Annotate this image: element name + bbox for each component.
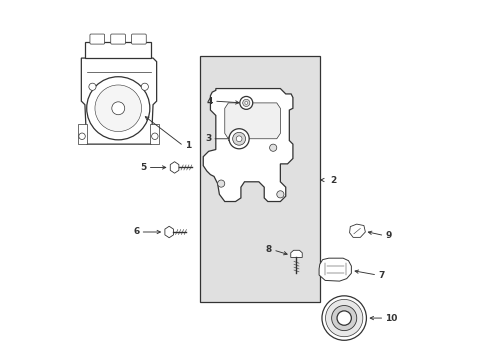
Text: 8: 8 [265, 246, 271, 255]
Polygon shape [203, 89, 292, 202]
Circle shape [321, 296, 366, 340]
Circle shape [331, 306, 356, 330]
Text: 7: 7 [378, 270, 384, 279]
Circle shape [228, 129, 249, 149]
FancyBboxPatch shape [110, 34, 125, 44]
FancyBboxPatch shape [90, 34, 104, 44]
Circle shape [217, 180, 224, 187]
Text: 2: 2 [330, 176, 336, 185]
Circle shape [89, 83, 96, 90]
Polygon shape [290, 250, 302, 257]
Polygon shape [224, 103, 280, 139]
Bar [85, 42, 151, 58]
Circle shape [276, 191, 284, 198]
Polygon shape [170, 162, 179, 173]
Circle shape [336, 311, 351, 325]
Polygon shape [319, 258, 351, 281]
Circle shape [325, 300, 362, 337]
Circle shape [86, 77, 149, 140]
FancyBboxPatch shape [131, 34, 146, 44]
Bar [199, 56, 319, 302]
Circle shape [141, 83, 148, 90]
Circle shape [151, 133, 158, 139]
Circle shape [112, 102, 124, 115]
Polygon shape [81, 58, 156, 144]
Text: 4: 4 [206, 96, 212, 105]
Polygon shape [349, 224, 365, 237]
Bar [150, 125, 159, 144]
Circle shape [269, 144, 276, 151]
Text: 6: 6 [133, 228, 139, 237]
Text: 3: 3 [204, 134, 211, 143]
Circle shape [242, 99, 249, 107]
Circle shape [232, 132, 245, 145]
Text: 9: 9 [385, 231, 391, 240]
Text: 1: 1 [184, 141, 190, 150]
Circle shape [244, 102, 247, 104]
Circle shape [79, 133, 85, 139]
Bar [78, 125, 86, 144]
Circle shape [95, 85, 142, 132]
Circle shape [236, 136, 242, 141]
Text: 5: 5 [140, 163, 146, 172]
Text: 10: 10 [385, 314, 397, 323]
Polygon shape [164, 226, 173, 238]
Circle shape [239, 96, 252, 109]
